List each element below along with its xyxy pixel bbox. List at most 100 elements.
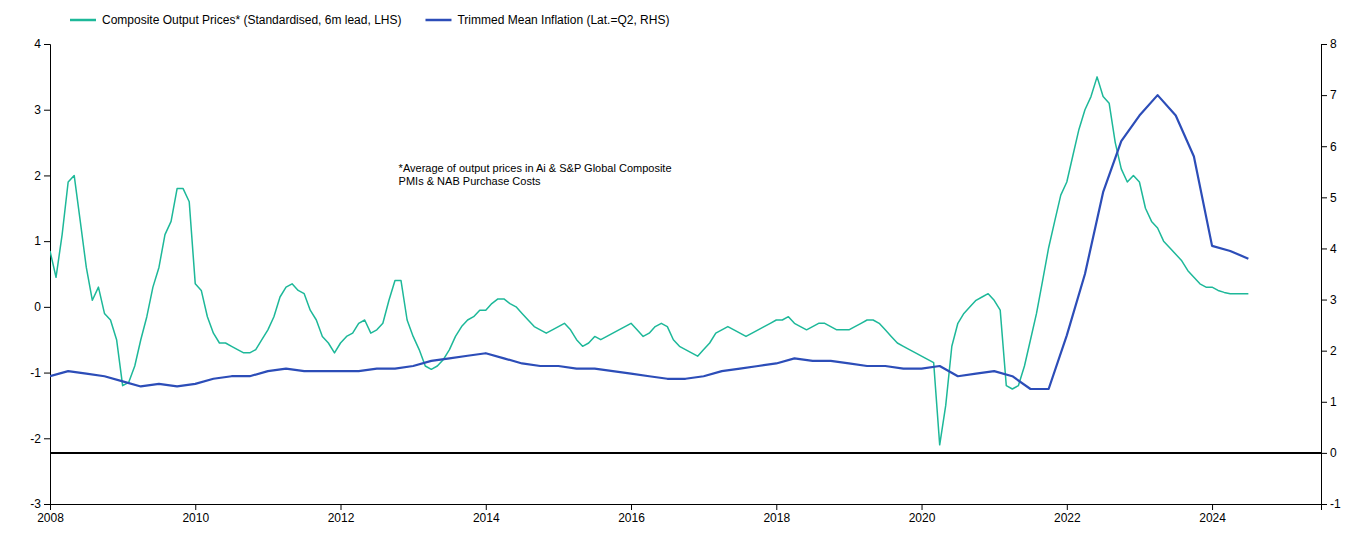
legend: Composite Output Prices* (Standardised, … xyxy=(70,13,669,27)
y-axis: -3 -2 -1 0 1 2 3 4 xyxy=(30,37,50,511)
y-axis-tick-label: 0 xyxy=(34,300,41,314)
y-axis-tick-label: -2 xyxy=(30,432,41,446)
y-axis-tick: 4 xyxy=(34,37,50,51)
x-axis-line xyxy=(51,505,1322,511)
y2-axis-tick-label: 4 xyxy=(1330,242,1337,256)
y2-axis-tick-label: 8 xyxy=(1330,37,1337,51)
x-axis-tick-label: 2016 xyxy=(618,511,645,525)
y2-axis-tick-mark xyxy=(1321,248,1327,249)
y-axis-tick: -1 xyxy=(30,366,50,380)
y-axis-tick: 0 xyxy=(34,300,50,314)
x-axis-tick: 2022 xyxy=(1054,504,1081,525)
y-axis-tick: 2 xyxy=(34,169,50,183)
y-axis-tick: -3 xyxy=(30,497,50,511)
x-axis-tick: 2016 xyxy=(618,504,645,525)
x-axis-tick-mark xyxy=(922,504,923,510)
y2-axis-tick-label: 7 xyxy=(1330,88,1337,102)
y2-axis-tick: 2 xyxy=(1321,344,1337,358)
y2-axis-tick-label: 2 xyxy=(1330,344,1337,358)
x-axis-tick-mark xyxy=(341,504,342,510)
y-axis-tick-label: -3 xyxy=(30,497,41,511)
y2-axis-tick: 1 xyxy=(1321,395,1337,409)
y2-axis-tick: 6 xyxy=(1321,140,1337,154)
y-axis-tick: -2 xyxy=(30,432,50,446)
y-axis-line xyxy=(44,45,51,505)
x-axis-tick: 2014 xyxy=(473,504,500,525)
x-axis-tick-label: 2012 xyxy=(328,511,355,525)
x-axis-tick-mark xyxy=(1067,504,1068,510)
y-axis-tick: 1 xyxy=(34,234,50,248)
y2-axis-tick: -1 xyxy=(1321,497,1341,511)
y-axis-tick-mark xyxy=(44,504,50,505)
y2-axis-tick-label: 6 xyxy=(1330,140,1337,154)
x-axis-tick: 2024 xyxy=(1199,504,1226,525)
y2-axis-tick-mark xyxy=(1321,95,1327,96)
y-axis-tick-label: 4 xyxy=(34,37,41,51)
series-line xyxy=(50,77,1248,445)
legend-label: Trimmed Mean Inflation (Lat.=Q2, RHS) xyxy=(457,13,669,27)
x-axis-tick: 2012 xyxy=(328,504,355,525)
y2-axis-tick: 5 xyxy=(1321,191,1337,205)
y-axis-tick-mark xyxy=(44,373,50,374)
x-axis-tick-label: 2024 xyxy=(1199,511,1226,525)
x-axis-tick-mark xyxy=(631,504,632,510)
x-axis-tick-mark xyxy=(1212,504,1213,510)
y2-axis-tick-label: 5 xyxy=(1330,191,1337,205)
y2-axis-tick-mark xyxy=(1321,197,1327,198)
y-axis-tick-mark xyxy=(44,110,50,111)
x-axis-tick: 2008 xyxy=(37,504,64,525)
y-axis-tick-label: 2 xyxy=(34,169,41,183)
y-axis-tick-mark xyxy=(44,175,50,176)
x-axis-tick-label: 2014 xyxy=(473,511,500,525)
y2-axis-tick-label: 0 xyxy=(1330,446,1337,460)
y-axis-tick-mark xyxy=(44,307,50,308)
x-axis-tick-label: 2010 xyxy=(182,511,209,525)
x-axis-tick: 2018 xyxy=(763,504,790,525)
y2-axis-tick-mark xyxy=(1321,453,1327,454)
x-axis: 2008 2010 2012 2014 2016 2018 2020 2022 2024 xyxy=(37,504,1321,525)
reference-line xyxy=(50,452,1321,454)
x-axis-tick: 2010 xyxy=(182,504,209,525)
y2-axis-tick: 7 xyxy=(1321,88,1337,102)
x-axis-tick-mark xyxy=(195,504,196,510)
x-axis-tick-label: 2008 xyxy=(37,511,64,525)
x-axis-tick-label: 2022 xyxy=(1054,511,1081,525)
y-axis-tick-mark xyxy=(44,44,50,45)
x-axis-tick-mark xyxy=(776,504,777,510)
y-axis-tick-mark xyxy=(44,438,50,439)
legend-swatch xyxy=(425,19,451,22)
plot-area xyxy=(50,77,1321,453)
legend-swatch xyxy=(70,19,96,22)
y2-axis-tick-label: 1 xyxy=(1330,395,1337,409)
x-axis-tick: 2020 xyxy=(909,504,936,525)
y2-axis: -1 0 1 2 3 4 5 6 7 8 xyxy=(1321,37,1341,511)
y2-axis-tick-mark xyxy=(1321,504,1327,505)
legend-item: Trimmed Mean Inflation (Lat.=Q2, RHS) xyxy=(425,13,669,27)
y2-axis-tick-mark xyxy=(1321,44,1327,45)
annotation-line: PMIs & NAB Purchase Costs xyxy=(399,175,541,187)
y2-axis-tick: 8 xyxy=(1321,37,1337,51)
y2-axis-tick-mark xyxy=(1321,402,1327,403)
y2-axis-tick: 4 xyxy=(1321,242,1337,256)
y2-axis-tick: 0 xyxy=(1321,446,1337,460)
x-axis-tick-mark xyxy=(486,504,487,510)
y-axis-tick-label: -1 xyxy=(30,366,41,380)
annotation-line: *Average of output prices in Ai & S&P Gl… xyxy=(399,162,672,174)
y2-axis-line xyxy=(1322,45,1328,505)
y-axis-tick-mark xyxy=(44,241,50,242)
legend-item: Composite Output Prices* (Standardised, … xyxy=(70,13,401,27)
chart: 200820102012201420162018202020222024-3-2… xyxy=(0,0,1371,540)
y2-axis-tick-mark xyxy=(1321,300,1327,301)
y-axis-tick: 3 xyxy=(34,103,50,117)
y2-axis-tick-label: -1 xyxy=(1330,497,1341,511)
y-axis-tick-label: 3 xyxy=(34,103,41,117)
x-axis-tick-label: 2020 xyxy=(909,511,936,525)
y2-axis-tick-mark xyxy=(1321,146,1327,147)
annotation: *Average of output prices in Ai & S&P Gl… xyxy=(399,162,672,187)
y2-axis-tick-label: 3 xyxy=(1330,293,1337,307)
y2-axis-tick-mark xyxy=(1321,351,1327,352)
legend-label: Composite Output Prices* (Standardised, … xyxy=(102,13,401,27)
x-axis-tick-label: 2018 xyxy=(763,511,790,525)
y2-axis-tick: 3 xyxy=(1321,293,1337,307)
series-line xyxy=(50,95,1248,389)
